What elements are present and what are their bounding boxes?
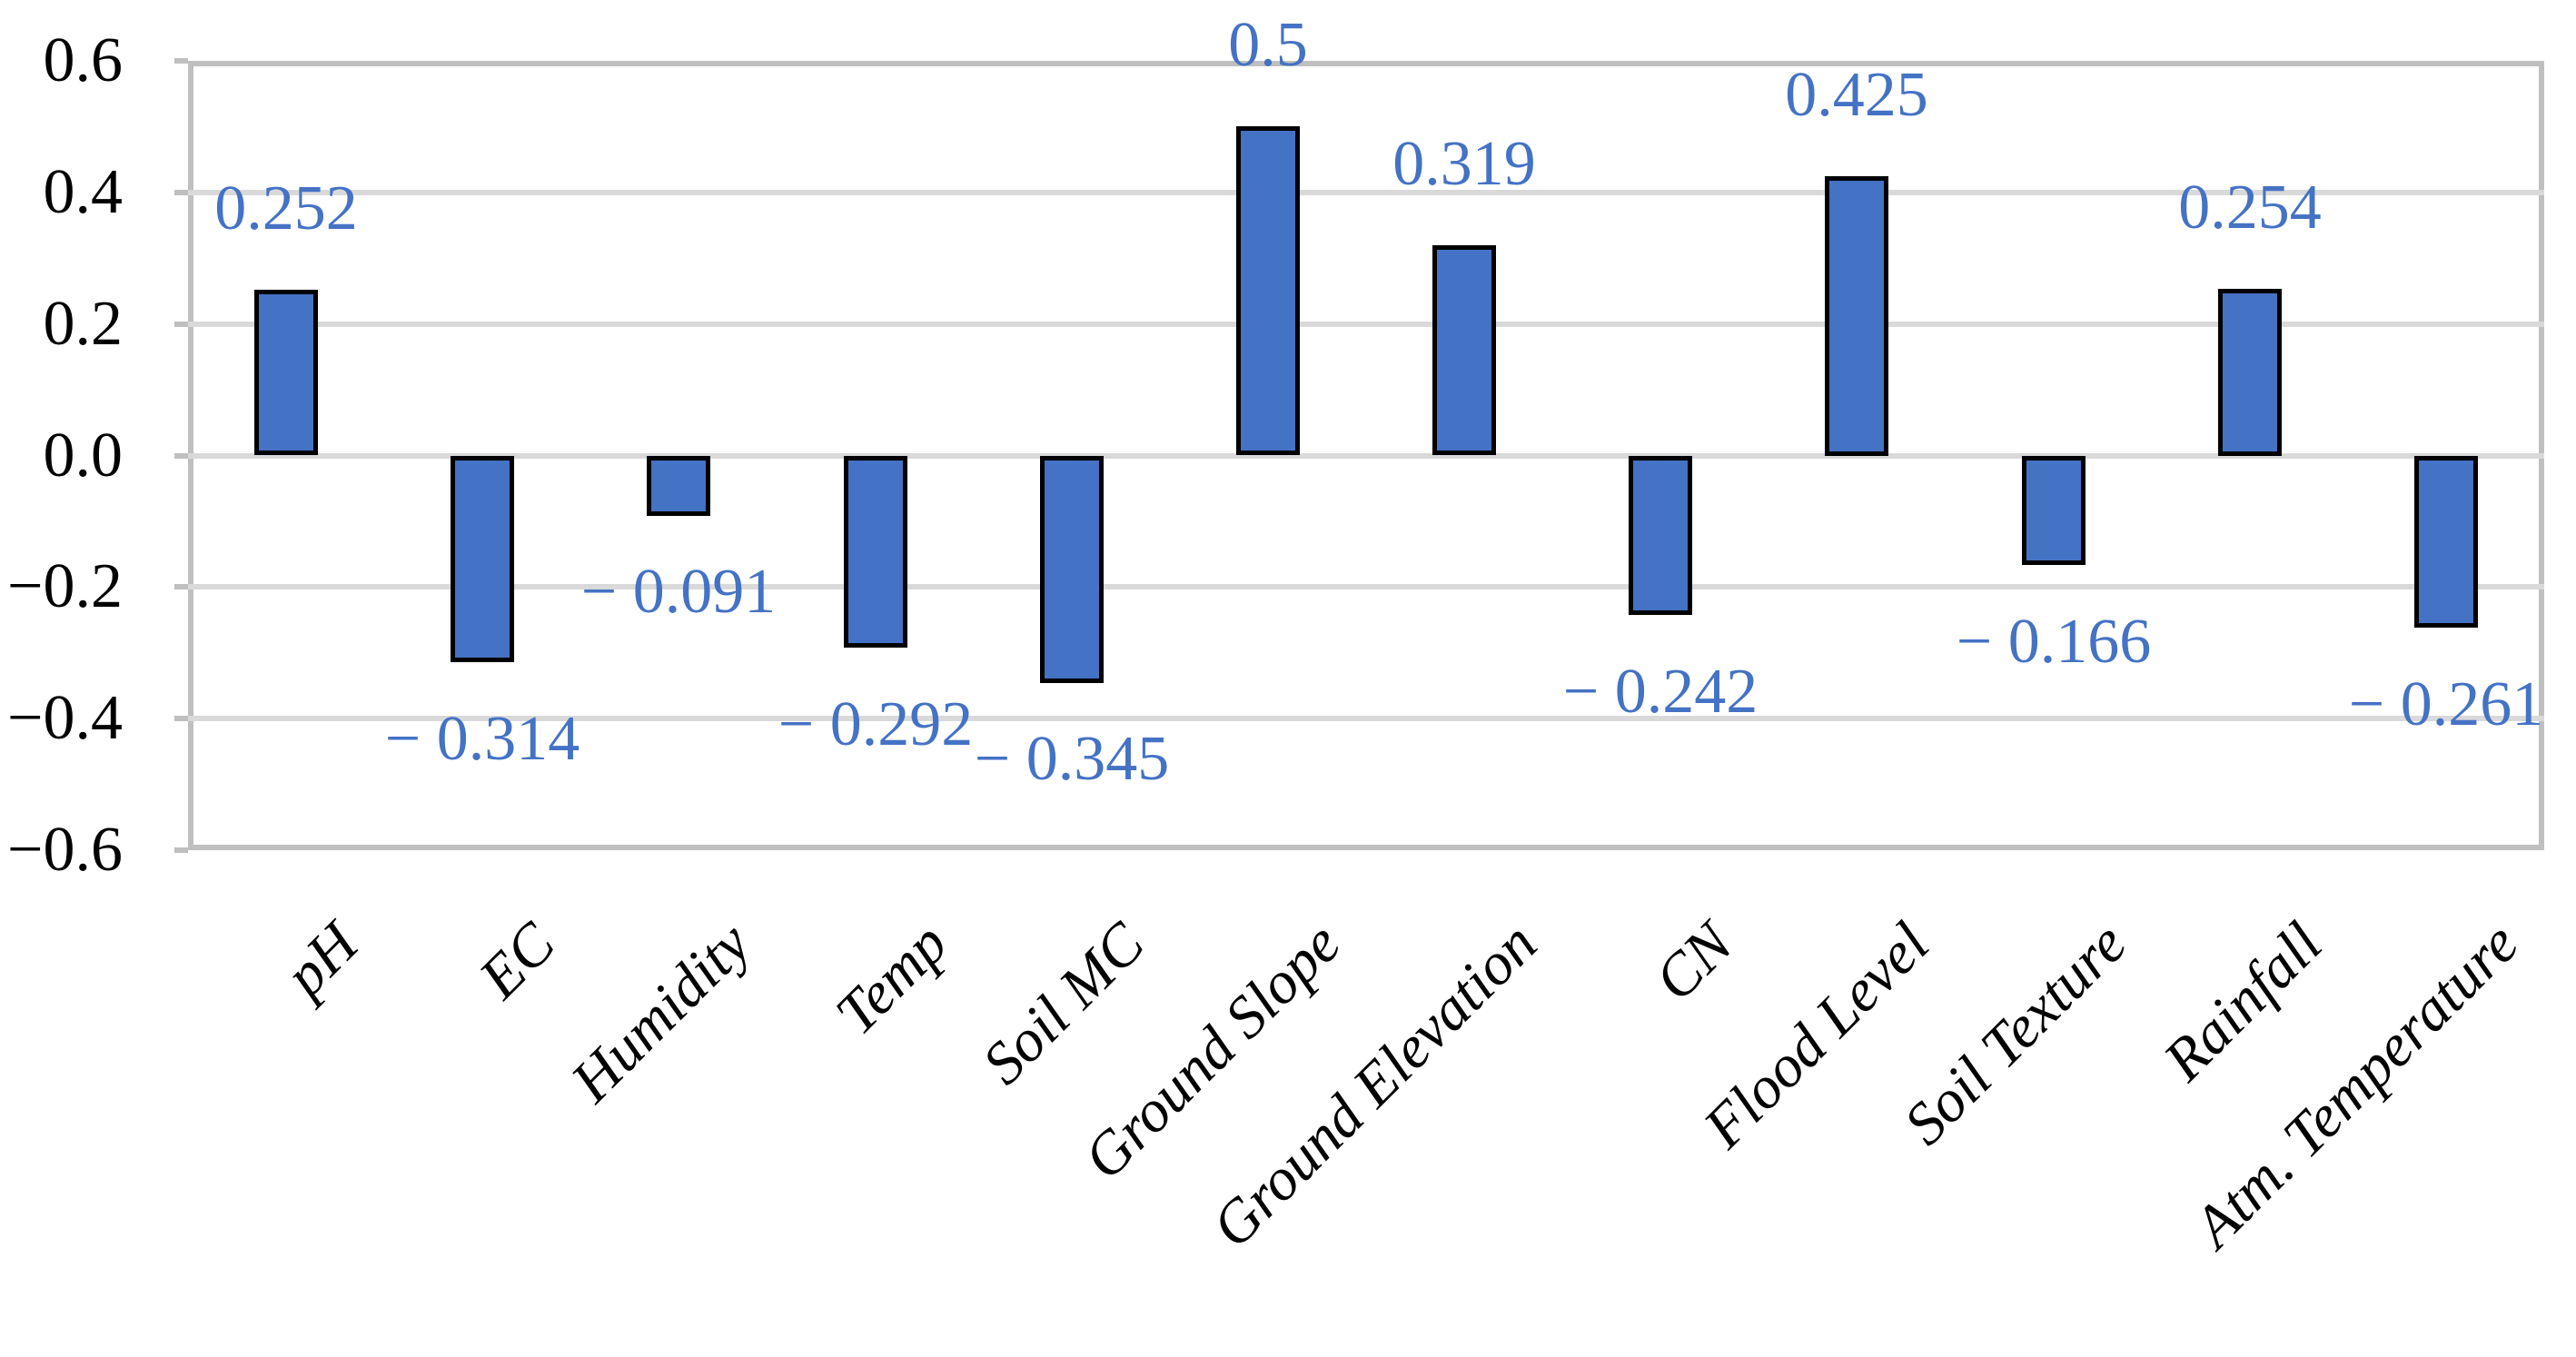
x-axis-category-label: Humidity	[559, 910, 764, 1115]
x-axis-category-label: EC	[466, 910, 568, 1012]
bar-data-label: − 0.314	[384, 704, 580, 774]
bar-data-label: − 0.166	[1956, 607, 2152, 677]
y-axis-tick-label: 0.0	[43, 421, 124, 490]
bar	[1236, 126, 1300, 455]
y-axis-tick-label: 0.6	[43, 25, 124, 95]
bar	[647, 456, 710, 516]
bar-data-label: 0.252	[214, 173, 358, 243]
bar-data-label: − 0.292	[778, 689, 974, 759]
gridline	[188, 453, 2544, 459]
bar	[2022, 456, 2086, 565]
bar-data-label: − 0.261	[2348, 669, 2544, 739]
bar-data-label: − 0.242	[1562, 657, 1759, 727]
bar	[2414, 456, 2478, 628]
bar-data-label: − 0.345	[974, 724, 1170, 794]
gridline	[188, 322, 2544, 327]
gridline	[188, 584, 2544, 589]
x-axis-category-label: Rainfall	[2151, 910, 2335, 1095]
bar-data-label: − 0.091	[580, 557, 777, 627]
bar-data-label: 0.5	[1228, 10, 1308, 80]
bar	[2218, 289, 2282, 456]
bar-data-label: 0.319	[1392, 129, 1536, 199]
bar-data-label: 0.425	[1785, 60, 1928, 130]
bar	[844, 456, 907, 648]
y-axis-tick-label: 0.4	[43, 157, 124, 227]
y-axis-tick	[174, 453, 188, 459]
y-axis-tick	[174, 190, 188, 195]
y-axis-tick	[174, 584, 188, 589]
x-axis-category-label: Temp	[823, 910, 961, 1048]
x-axis-category-label: Ground Elevation	[1199, 910, 1550, 1261]
bar	[451, 456, 514, 662]
y-axis-tick	[174, 322, 188, 327]
y-axis-tick	[174, 58, 188, 64]
bar	[1629, 456, 1692, 615]
x-axis-category-label: pH	[272, 910, 372, 1009]
y-axis-tick-label: −0.6	[7, 815, 123, 885]
y-axis-tick-label: −0.4	[7, 683, 123, 753]
y-axis-tick-label: 0.2	[43, 289, 124, 359]
bar	[1040, 456, 1104, 683]
y-axis-tick	[174, 716, 188, 721]
gridline	[188, 190, 2544, 195]
gridline	[188, 716, 2544, 721]
x-axis-category-label: CN	[1641, 910, 1746, 1014]
bar	[1432, 245, 1496, 455]
x-axis-category-label: Soil MC	[969, 910, 1157, 1097]
bar	[1825, 176, 1888, 456]
y-axis-tick-label: −0.2	[7, 551, 123, 621]
bar-data-label: 0.254	[2178, 173, 2322, 243]
y-axis-tick	[174, 847, 188, 853]
bar	[254, 290, 318, 455]
